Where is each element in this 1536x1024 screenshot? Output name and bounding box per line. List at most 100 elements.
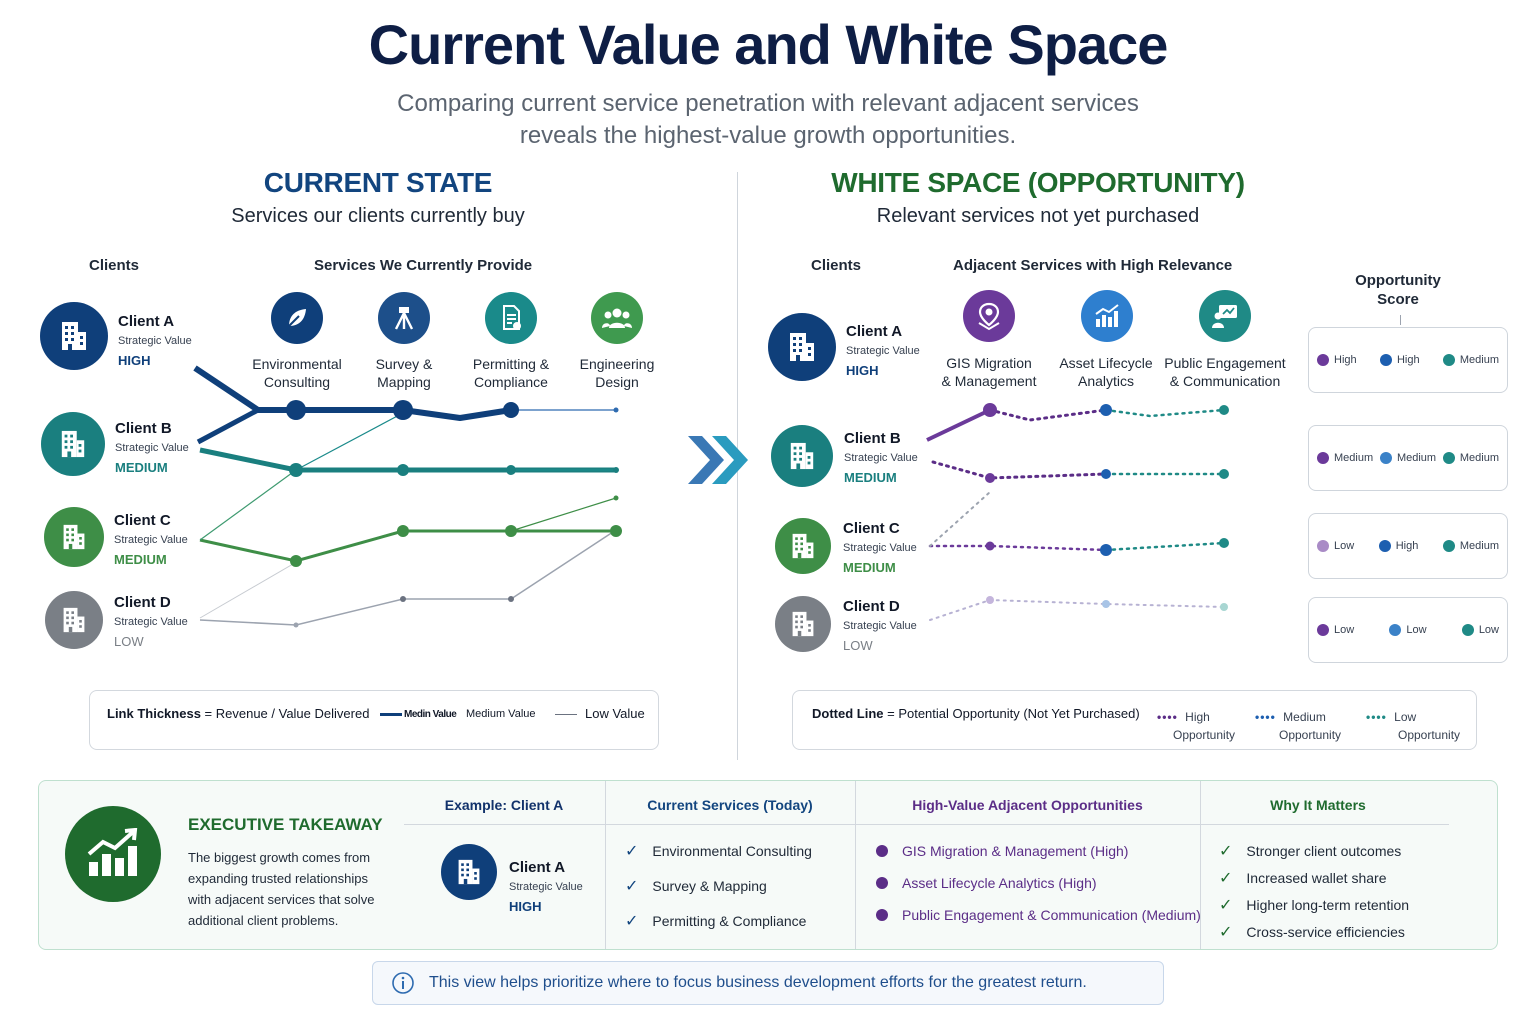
client-b-opportunity-node (1101, 469, 1111, 479)
client-c-opportunity-node (1100, 544, 1112, 556)
client-d-opportunity-node (1102, 600, 1110, 608)
right-client-b-level: MEDIUM (844, 470, 897, 485)
subtitle-line-2: reveals the highest-value growth opportu… (519, 122, 1017, 149)
service-label-public: Public Engagement & Communication (1164, 355, 1286, 389)
checkmark-icon: ✓ (625, 843, 639, 860)
growth-chart-icon (65, 806, 161, 902)
team-icon (591, 292, 643, 344)
building-icon (44, 507, 104, 567)
score-item: Medium (1317, 452, 1373, 464)
current-links-diagram (193, 365, 622, 628)
score-dot (1317, 452, 1329, 464)
score-item: Medium (1379, 452, 1436, 464)
adjacent-opportunities-list: GIS Migration & Management (High) Asset … (876, 843, 1201, 923)
client-c-node (290, 555, 302, 567)
clients-header-right: Clients (811, 257, 862, 274)
list-item: Asset Lifecycle Analytics (High) (876, 875, 1201, 891)
client-d-sv-label: Strategic Value (114, 616, 188, 628)
score-item: Low (1389, 624, 1427, 636)
why-it-matters-list: ✓ Stronger client outcomes ✓ Increased wal… (1219, 841, 1409, 942)
score-dot (1317, 540, 1329, 552)
score-box-client-c: Low High Medium (1308, 513, 1508, 579)
list-item: ✓ Cross-service efficiencies (1219, 924, 1405, 941)
info-icon (392, 972, 414, 994)
current-state-title: CURRENT STATE (263, 167, 493, 198)
client-a-node (503, 402, 519, 418)
score-dot (1442, 452, 1455, 464)
checkmark-icon: ✓ (1219, 924, 1233, 941)
right-client-c-level: MEDIUM (843, 560, 896, 575)
legend-high-opportunity: •••• High Opportunity (1157, 710, 1236, 742)
presentation-icon (1199, 290, 1251, 342)
legend-item-2: Medium Value (466, 708, 536, 720)
dotted-line-legend: Dotted Line = Potential Opportunity (Not… (792, 690, 1477, 750)
score-item: High (1378, 540, 1418, 552)
score-item: Low (1317, 540, 1354, 552)
client-b-opportunity-node (1219, 469, 1229, 479)
client-c-level: MEDIUM (114, 552, 167, 567)
right-client-a-info: Client A Strategic Value HIGH (846, 323, 920, 378)
score-box-client-b: Medium Medium Medium (1308, 425, 1508, 491)
client-c-name: Client C (114, 512, 171, 529)
table-divider (855, 781, 856, 949)
building-icon (768, 313, 836, 381)
legend-label: Link Thickness = Revenue / Value Deliver… (107, 706, 370, 721)
col-why-header: Why It Matters (1270, 797, 1366, 813)
client-a-opportunity-link (988, 408, 1108, 422)
client-c-opportunity-node (1219, 538, 1229, 548)
client-d-node (400, 596, 406, 602)
service-label-environmental: Environmental Consulting (252, 356, 342, 390)
example-client-info: Client A Strategic Value HIGH (509, 859, 583, 914)
chevrons-right-icon (688, 436, 748, 484)
client-c-node (505, 525, 517, 537)
subtitle-line-1: Comparing current service penetration wi… (397, 90, 1139, 117)
legend-medium-opportunity: •••• Medium Opportunity (1255, 710, 1342, 742)
executive-takeaway-panel: EXECUTIVE TAKEAWAY The biggest growth co… (38, 780, 1498, 950)
checkmark-icon: ✓ (1219, 870, 1233, 887)
page-subtitle: Comparing current service penetration wi… (0, 88, 1536, 152)
list-item: ✓ Environmental Consulting (625, 843, 812, 860)
client-a-opportunity-node (983, 403, 997, 417)
table-header-rule (404, 824, 1449, 825)
client-d-level: LOW (114, 634, 144, 649)
right-client-a-level: HIGH (846, 363, 879, 378)
client-b-sv-label: Strategic Value (115, 442, 189, 454)
service-label-survey: Survey & Mapping (375, 356, 433, 390)
page-title: Current Value and White Space (368, 13, 1169, 76)
client-b-name: Client B (115, 420, 172, 437)
example-client-sv-label: Strategic Value (509, 881, 583, 893)
client-b-link-thin (295, 412, 404, 471)
checkmark-icon: ✓ (625, 878, 639, 895)
client-a-name: Client A (118, 313, 175, 330)
client-a-opportunity-node (1100, 404, 1112, 416)
score-item: Medium (1442, 540, 1499, 552)
table-divider (605, 781, 606, 949)
list-item: ✓ Survey & Mapping (625, 878, 767, 895)
list-item: ✓ Stronger client outcomes (1219, 843, 1402, 860)
client-d-opportunity-node (986, 596, 994, 604)
right-client-d-level: LOW (843, 638, 873, 653)
score-box-client-a: High High Medium (1308, 327, 1508, 393)
building-icon (45, 591, 103, 649)
client-a-node (613, 407, 619, 413)
right-client-a-sv-label: Strategic Value (846, 345, 920, 357)
executive-takeaway-title: EXECUTIVE TAKEAWAY (188, 815, 383, 834)
building-icon (775, 596, 831, 652)
client-b-opportunity-node (985, 473, 995, 483)
score-dot (1379, 452, 1392, 464)
client-a-level: HIGH (118, 353, 151, 368)
service-label-gis: GIS Migration & Management (941, 355, 1037, 389)
client-c-sv-label: Strategic Value (114, 534, 188, 546)
example-client-name: Client A (509, 859, 566, 876)
client-c-node (613, 495, 619, 501)
client-c-link-thin (510, 497, 617, 532)
bar-chart-icon (1081, 290, 1133, 342)
link-thickness-legend: Link Thickness = Revenue / Value Deliver… (89, 690, 659, 750)
score-dot (1378, 540, 1391, 552)
dotted-legend-label: Dotted Line = Potential Opportunity (Not… (812, 706, 1140, 721)
list-item: ✓ Permitting & Compliance (625, 913, 807, 930)
right-client-c-info: Client C Strategic Value MEDIUM (843, 520, 917, 575)
building-icon (771, 425, 833, 487)
score-dot (1317, 354, 1329, 366)
opportunity-links-diagram (926, 403, 1229, 621)
